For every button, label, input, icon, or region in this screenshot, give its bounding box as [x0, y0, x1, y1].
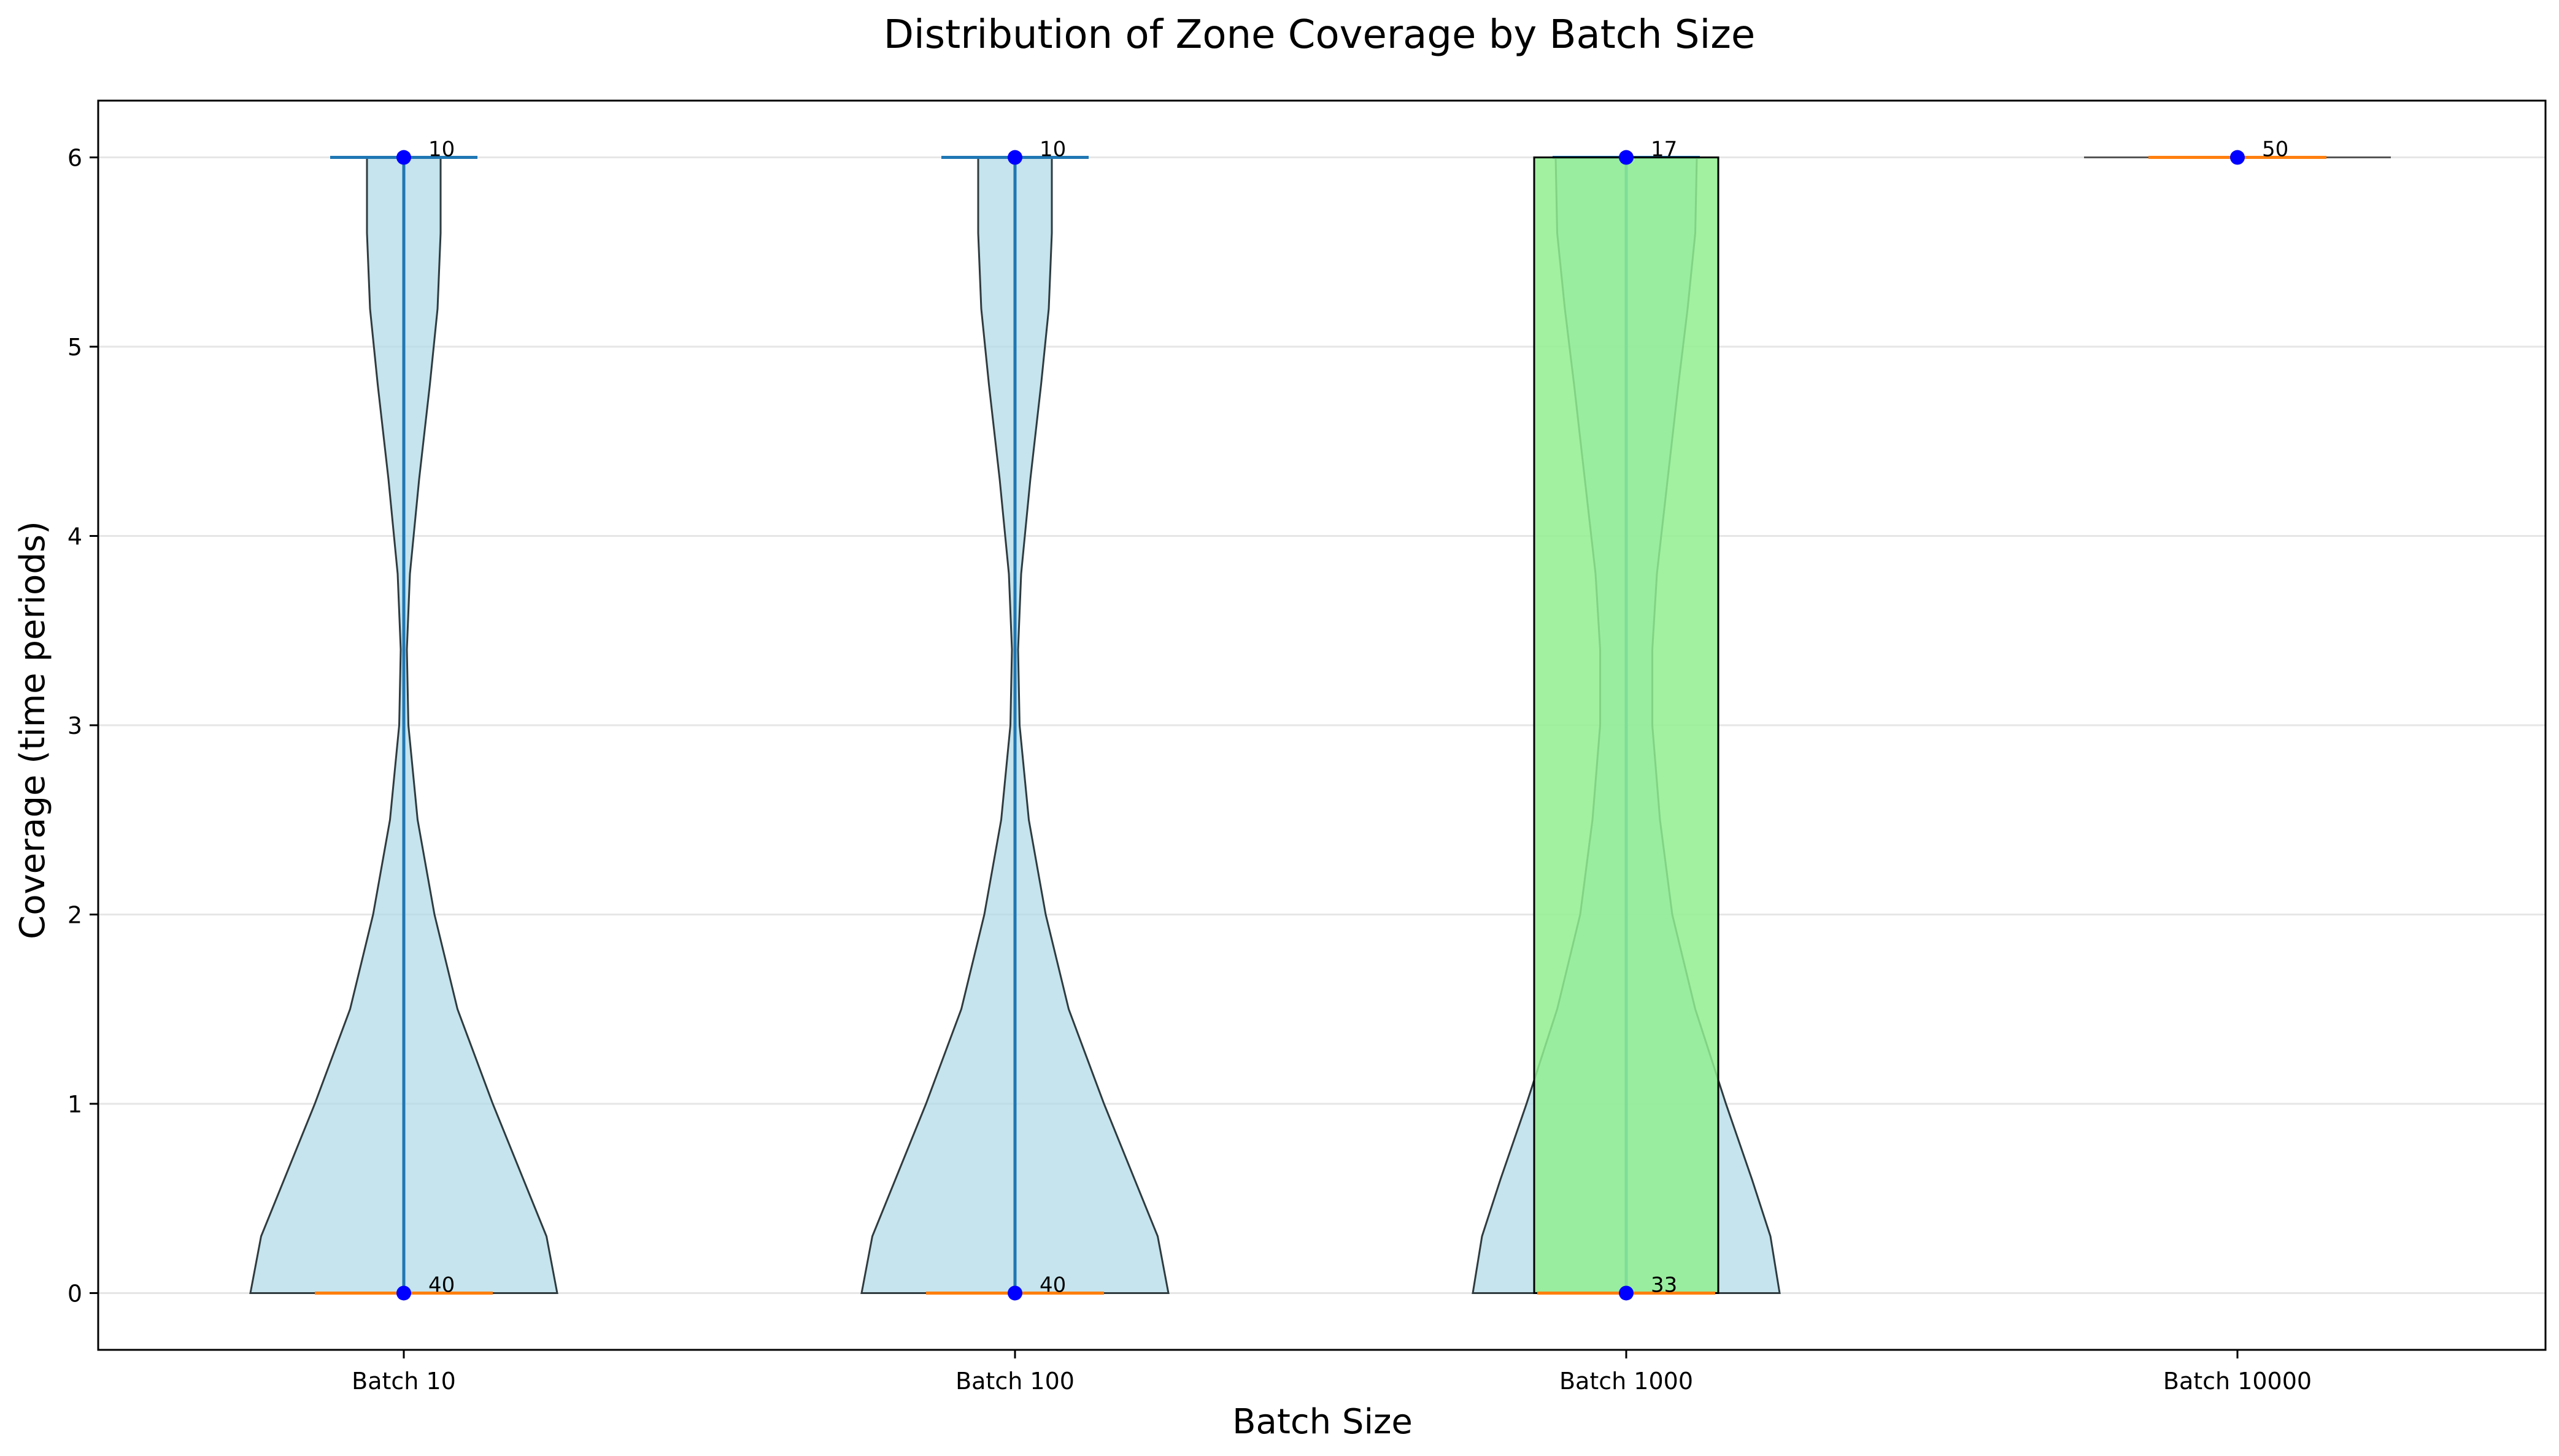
count-label: 33 — [1651, 1273, 1677, 1297]
y-tick-label: 0 — [68, 1280, 82, 1307]
count-label: 50 — [2262, 137, 2288, 162]
y-tick-label: 1 — [68, 1091, 82, 1118]
y-tick-label: 5 — [68, 334, 82, 361]
x-axis-label: Batch Size — [1232, 1402, 1413, 1442]
x-tick-label: Batch 100 — [955, 1368, 1075, 1395]
boxes — [315, 156, 2326, 1295]
count-label: 40 — [1040, 1273, 1066, 1297]
data-point — [396, 1285, 411, 1301]
chart-title: Distribution of Zone Coverage by Batch S… — [884, 12, 1756, 58]
data-point — [2230, 150, 2245, 165]
y-tick-label: 2 — [68, 901, 82, 928]
axis-ticks: 0 1 2 3 4 5 6 Batch 10 Batch 100 Batch 1000 Batch … — [68, 145, 2312, 1395]
count-label: 10 — [1040, 137, 1066, 162]
x-tick-label: Batch 10 — [352, 1368, 456, 1395]
data-point — [1619, 1285, 1634, 1301]
x-tick-label: Batch 1000 — [1559, 1368, 1693, 1395]
data-points: 40 10 40 10 33 17 50 — [396, 137, 2288, 1301]
count-label: 40 — [428, 1273, 455, 1297]
count-label: 10 — [428, 137, 455, 162]
y-tick-label: 3 — [68, 712, 82, 739]
data-point — [1619, 150, 1634, 165]
y-axis-label: Coverage (time periods) — [13, 521, 53, 939]
data-point — [1008, 150, 1022, 165]
y-tick-label: 6 — [68, 145, 82, 172]
y-tick-label: 4 — [68, 523, 82, 550]
x-tick-label: Batch 10000 — [2163, 1368, 2312, 1395]
data-point — [396, 150, 411, 165]
data-point — [1008, 1285, 1022, 1301]
box-iqr — [1533, 156, 1720, 1294]
count-label: 17 — [1651, 137, 1677, 162]
